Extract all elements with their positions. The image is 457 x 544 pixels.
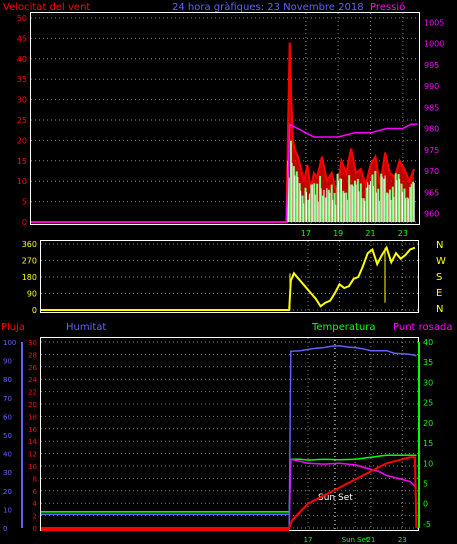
wind-y-tick-label: 35 [17, 75, 27, 84]
compass-tick-label: N [436, 304, 443, 315]
wind-y-tick-label: 50 [17, 14, 27, 23]
wind-x-tick-label: 23 [398, 229, 408, 238]
temperature-label: Temperatura [311, 322, 376, 333]
wind-x-tick-label: 21 [365, 229, 375, 238]
pressure-y-tick-label: 970 [424, 167, 439, 176]
dewpoint-series [41, 458, 417, 529]
humidity-y-tick-label: 16 [28, 426, 37, 434]
pressure-y-tick-label: 980 [424, 125, 439, 134]
wind-y-tick-label: 15 [17, 157, 27, 166]
pressure-y-tick-label: 1005 [424, 18, 444, 27]
rain-y-tick-label: 20 [3, 488, 12, 496]
pressure-y-tick-label: 1000 [424, 40, 444, 49]
direction-y-tick-label: 180 [22, 273, 37, 282]
humidity-y-tick-label: 8 [33, 475, 37, 483]
rain-y-tick-label: 10 [3, 506, 12, 514]
wind-y-tick-label: 20 [17, 136, 27, 145]
humidity-y-tick-label: 12 [28, 451, 37, 459]
humidity-y-tick-label: 28 [28, 351, 37, 359]
compass-tick-label: W [436, 256, 446, 267]
humidity-y-tick-label: 22 [28, 389, 37, 397]
wind-label: Velocitat del vent [3, 2, 90, 13]
rain-label: Pluja [1, 322, 25, 333]
pressure-y-tick-label: 985 [424, 103, 439, 112]
pressure-y-tick-label: 995 [424, 61, 439, 70]
wind-y-tick-label: 0 [22, 218, 27, 227]
temperature-y-tick-label: 15 [423, 439, 433, 448]
wind-x-tick-label: 17 [301, 229, 311, 238]
wind-y-tick-label: 45 [17, 34, 27, 43]
direction-y-tick-label: 90 [27, 290, 37, 299]
pressure-y-tick-label: 965 [424, 188, 439, 197]
humidity-y-tick-label: 14 [28, 438, 37, 446]
wind-y-tick-label: 40 [17, 55, 27, 64]
rain-y-tick-label: 0 [3, 525, 7, 533]
wind-y-tick-label: 30 [17, 96, 27, 105]
pressure-label: Pressió [370, 1, 405, 13]
temperature-y-tick-label: 5 [423, 480, 428, 489]
humidity-label: Humitat [66, 322, 106, 333]
pressure-series [285, 123, 418, 223]
humidity-series [288, 344, 417, 529]
temperature-series [41, 456, 418, 529]
direction-y-tick-label: 360 [22, 240, 37, 249]
temperature-y-tick-label: 0 [423, 500, 428, 509]
temperature-y-tick-label: 30 [423, 378, 433, 387]
compass-tick-label: E [436, 288, 442, 299]
rain-y-tick-label: 40 [3, 451, 12, 459]
rain-y-tick-label: 70 [3, 395, 12, 403]
rain-y-tick-label: 90 [3, 358, 12, 366]
humidity-y-tick-label: 2 [33, 513, 37, 521]
humidity-y-tick-label: 30 [28, 339, 37, 347]
temperature-y-tick-label: 20 [423, 419, 433, 428]
pressure-y-tick-label: 990 [424, 82, 439, 91]
pressure-y-tick-label: 960 [424, 210, 439, 219]
dewpoint-label: Punt rosada [393, 322, 452, 333]
rain-y-tick-label: 60 [3, 413, 12, 421]
humidity-y-tick-label: 20 [28, 401, 37, 409]
humidity-y-tick-label: 4 [33, 500, 38, 508]
direction-y-tick-label: 0 [32, 306, 37, 315]
temperature-y-tick-label: 10 [423, 459, 433, 468]
temp-x-tick-label: 23 [398, 536, 407, 544]
compass-tick-label: S [436, 272, 442, 283]
wind-y-tick-label: 25 [17, 116, 27, 125]
temp-x-tick-label: 21 [366, 536, 375, 544]
rain-y-tick-label: 80 [3, 376, 12, 384]
wind-x-tick-label: 19 [333, 229, 343, 238]
direction-series [41, 245, 416, 311]
rain-y-tick-label: 50 [3, 432, 12, 440]
rain-y-tick-label: 30 [3, 469, 12, 477]
humidity-y-tick-label: 6 [33, 488, 38, 496]
humidity-y-tick-label: 0 [33, 525, 37, 533]
compass-tick-label: N [436, 240, 443, 251]
humidity-y-tick-label: 26 [28, 364, 37, 372]
direction-y-tick-label: 270 [22, 257, 37, 266]
sunset-annotation: Sun Set [318, 493, 353, 503]
rain-y-tick-label: 100 [3, 339, 16, 347]
wind-y-tick-label: 5 [22, 198, 27, 207]
temp-x-tick-label: 17 [304, 536, 313, 544]
humidity-y-tick-label: 10 [28, 463, 37, 471]
temperature-y-tick-label: 40 [423, 338, 433, 347]
temperature-y-tick-label: 35 [423, 358, 433, 367]
humidity-y-tick-label: 24 [28, 376, 37, 384]
temp-x-tick-label: Sun Set [342, 536, 369, 544]
temperature-y-tick-label: -5 [423, 520, 431, 529]
pressure-y-tick-label: 975 [424, 146, 439, 155]
chart-title: 24 hora gràfiques: 23 Novembre 2018 [172, 1, 364, 13]
chart-dynamic-layer: 0510152025303540455096096597097598098599… [3, 13, 446, 544]
temperature-y-tick-label: 25 [423, 399, 433, 408]
humidity-y-tick-label: 18 [28, 413, 37, 421]
wind-y-tick-label: 10 [17, 177, 27, 186]
